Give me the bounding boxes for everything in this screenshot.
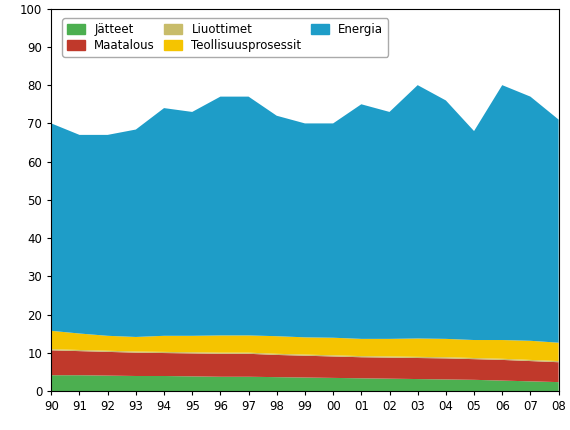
Legend: Jätteet, Maatalous, Liuottimet, Teollisuusprosessit, Energia: Jätteet, Maatalous, Liuottimet, Teollisu… — [62, 18, 388, 57]
